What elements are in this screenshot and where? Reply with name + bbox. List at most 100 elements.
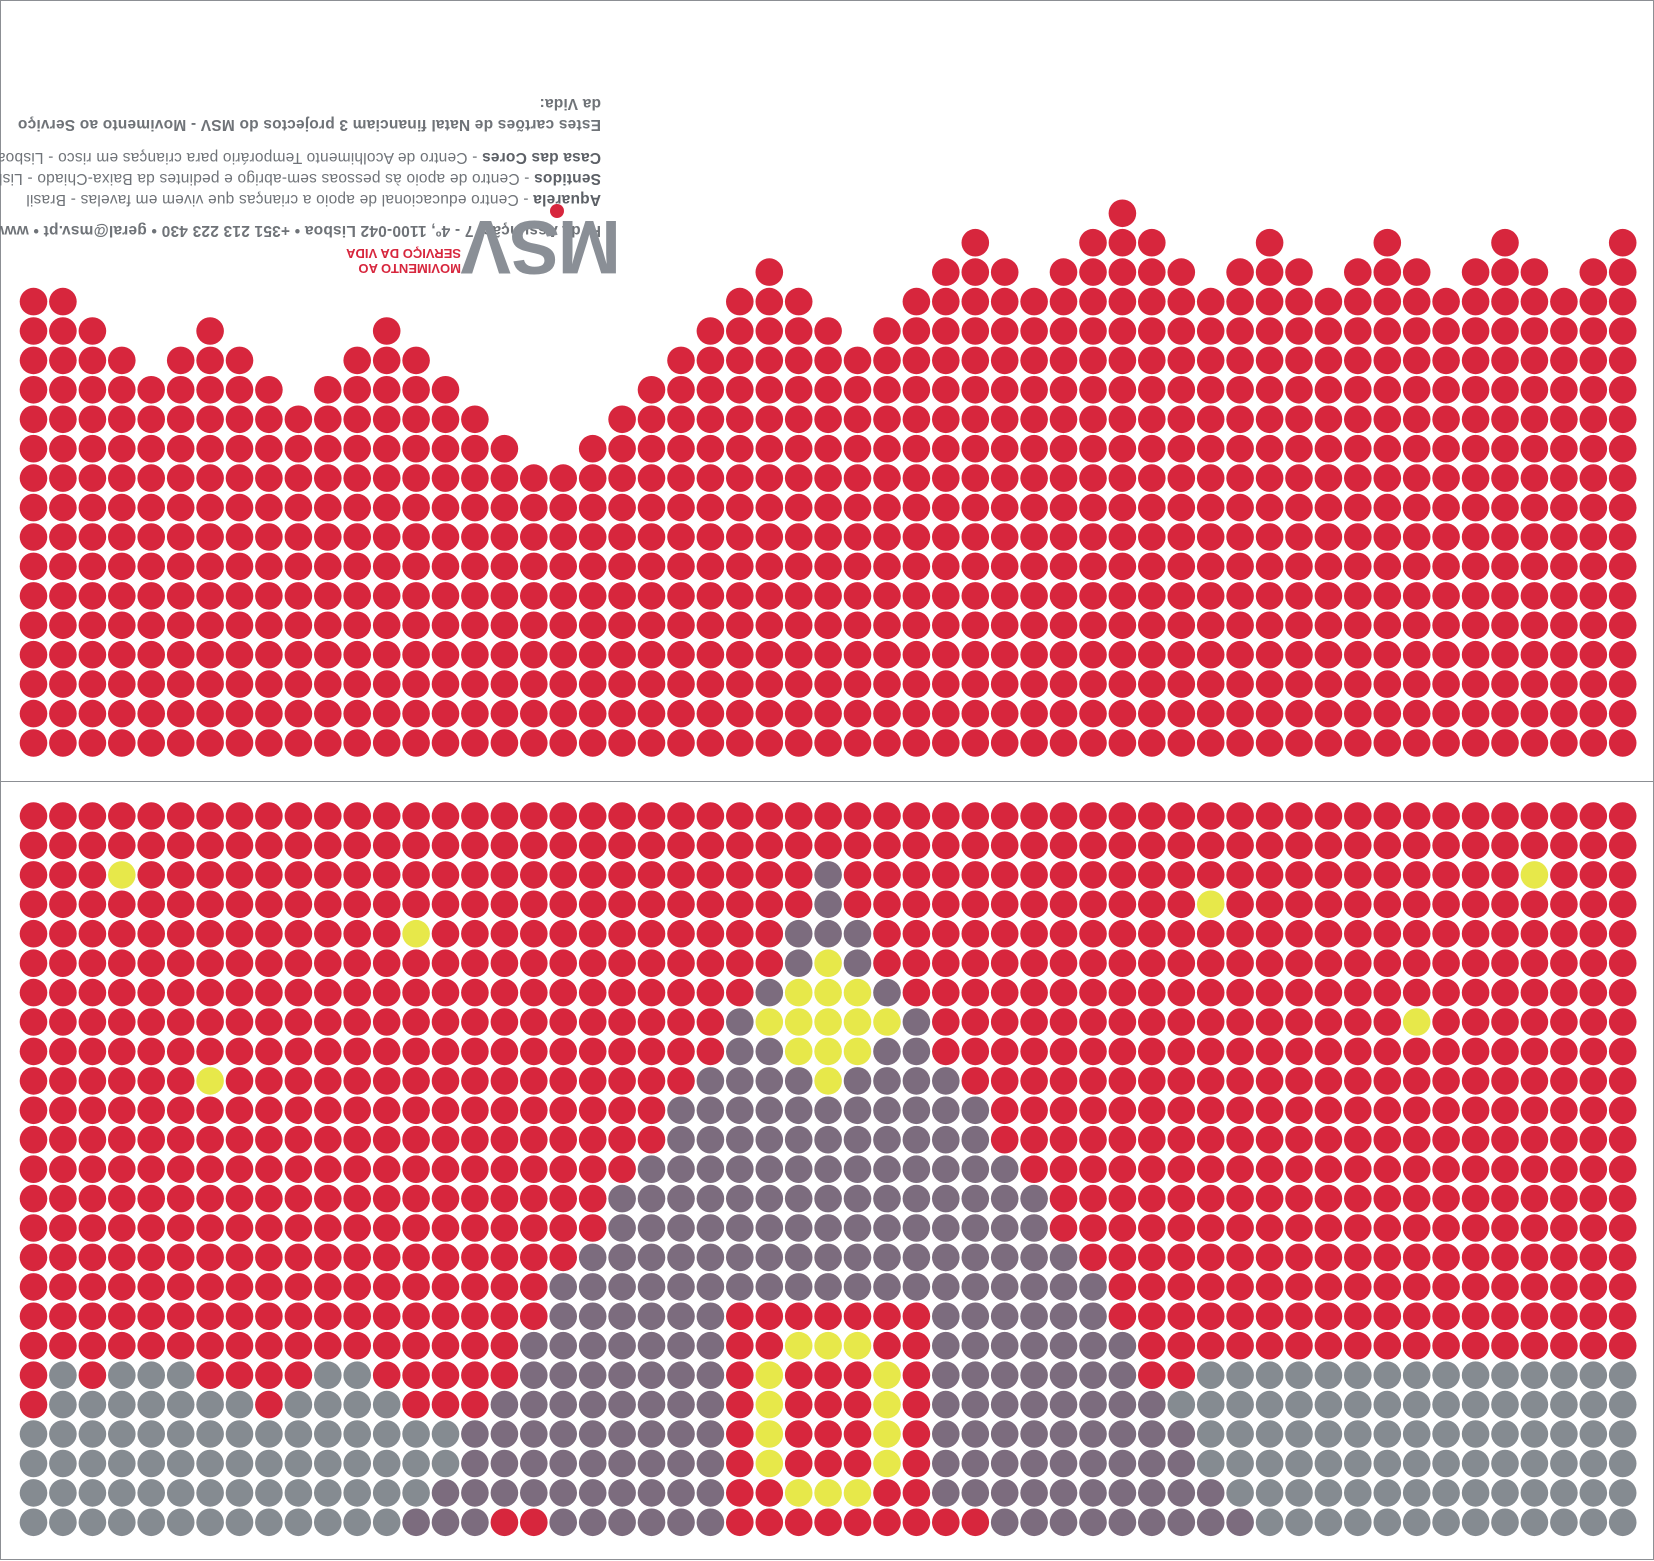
pattern-dot <box>784 582 813 610</box>
pattern-dot <box>108 1420 136 1448</box>
pattern-dot <box>49 1273 77 1301</box>
pattern-dot <box>490 1479 519 1507</box>
pattern-dot <box>225 1390 254 1419</box>
pattern-dot <box>755 287 784 316</box>
pattern-dot <box>726 1155 754 1183</box>
pattern-dot <box>1285 861 1313 889</box>
pattern-dot <box>1491 699 1519 728</box>
pattern-dot <box>1167 1067 1196 1095</box>
pattern-dot <box>814 405 842 434</box>
pattern-dot <box>1255 1361 1284 1389</box>
pattern-dot <box>108 1508 136 1537</box>
pattern-dot <box>843 1125 872 1154</box>
pattern-dot <box>1167 434 1196 463</box>
pattern-dot <box>932 376 960 404</box>
pattern-dot <box>1285 1302 1313 1331</box>
pattern-dot <box>726 287 754 316</box>
pattern-dot <box>814 1155 842 1183</box>
pattern-dot <box>784 1331 813 1360</box>
pattern-dot <box>814 1037 842 1066</box>
pattern-dot <box>1402 831 1431 860</box>
pattern-dot <box>843 1331 872 1360</box>
pattern-dot <box>1520 405 1549 434</box>
pattern-dot <box>961 317 990 345</box>
pattern-dot <box>814 1508 842 1537</box>
pattern-dot <box>1608 1096 1637 1125</box>
pattern-dot <box>696 670 725 698</box>
pattern-dot <box>1520 919 1549 948</box>
pattern-dot <box>314 1331 342 1360</box>
pattern-dot <box>608 493 636 522</box>
pattern-dot <box>402 1155 430 1183</box>
pattern-dot <box>843 1096 872 1125</box>
pattern-dot <box>255 464 283 492</box>
pattern-dot <box>108 552 136 581</box>
pattern-dot <box>1579 1184 1608 1213</box>
pattern-dot <box>49 1390 77 1419</box>
pattern-dot <box>726 670 754 698</box>
pattern-dot <box>490 831 519 860</box>
pattern-dot <box>1255 1243 1284 1272</box>
pattern-dot <box>225 464 254 492</box>
pattern-dot <box>1550 317 1578 345</box>
pattern-dot <box>108 1184 136 1213</box>
pattern-dot <box>1108 1449 1137 1478</box>
pattern-dot <box>1432 523 1460 551</box>
pattern-dot <box>1020 919 1048 948</box>
pattern-dot <box>1491 890 1519 919</box>
pattern-dot <box>549 1390 577 1419</box>
pattern-dot <box>137 890 165 919</box>
pattern-dot <box>1550 1420 1578 1448</box>
pattern-dot <box>461 831 489 860</box>
pattern-dot <box>255 405 283 434</box>
pattern-dot <box>784 802 813 830</box>
pattern-dot <box>667 1184 695 1213</box>
pattern-dot <box>402 346 430 375</box>
pattern-dot <box>1108 890 1137 919</box>
pattern-dot <box>284 919 313 948</box>
pattern-dot <box>1402 729 1431 757</box>
pattern-dot <box>755 1155 784 1183</box>
pattern-dot <box>19 831 48 860</box>
pattern-dot <box>1491 1184 1519 1213</box>
pattern-dot <box>990 434 1019 463</box>
pattern-dot <box>1432 831 1460 860</box>
pattern-dot <box>608 405 636 434</box>
pattern-dot <box>784 405 813 434</box>
pattern-dot <box>549 861 577 889</box>
pattern-dot <box>1550 287 1578 316</box>
pattern-dot <box>431 1096 460 1125</box>
pattern-dot <box>1344 861 1372 889</box>
pattern-dot <box>1491 1361 1519 1389</box>
pattern-dot <box>1196 1184 1225 1213</box>
pattern-dot <box>667 611 695 640</box>
pattern-dot <box>902 1214 931 1242</box>
pattern-dot <box>225 670 254 698</box>
pattern-dot <box>78 670 107 698</box>
pattern-dot <box>726 1273 754 1301</box>
pattern-dot <box>814 611 842 640</box>
pattern-dot <box>1167 1008 1196 1036</box>
pattern-dot <box>902 890 931 919</box>
pattern-dot <box>490 434 519 463</box>
pattern-dot <box>1196 1449 1225 1478</box>
pattern-dot <box>402 1125 430 1154</box>
pattern-dot <box>902 1184 931 1213</box>
pattern-dot <box>1373 258 1402 286</box>
pattern-dot <box>461 1302 489 1331</box>
pattern-dot <box>19 493 48 522</box>
pattern-dot <box>1402 949 1431 977</box>
pattern-dot <box>1108 376 1137 404</box>
pattern-dot <box>166 464 195 492</box>
pattern-dot <box>225 346 254 375</box>
pattern-dot <box>78 346 107 375</box>
pattern-dot <box>490 1243 519 1272</box>
pattern-dot <box>314 493 342 522</box>
pattern-dot <box>1432 861 1460 889</box>
pattern-dot <box>1255 346 1284 375</box>
pattern-dot <box>166 1096 195 1125</box>
pattern-dot <box>637 1096 666 1125</box>
pattern-dot <box>667 1302 695 1331</box>
pattern-dot <box>784 729 813 757</box>
pattern-dot <box>1138 1008 1166 1036</box>
